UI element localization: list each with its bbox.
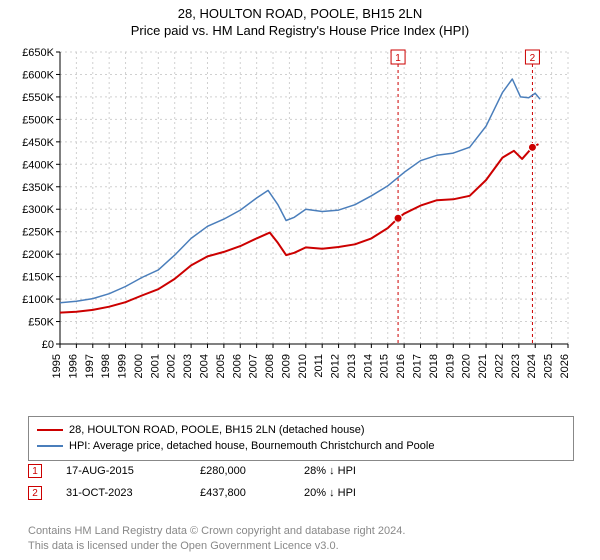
svg-text:2010: 2010 xyxy=(297,354,309,378)
svg-text:£450K: £450K xyxy=(22,137,54,149)
svg-text:1995: 1995 xyxy=(51,354,63,378)
svg-text:2009: 2009 xyxy=(280,354,292,378)
svg-text:£50K: £50K xyxy=(28,317,54,329)
svg-text:2021: 2021 xyxy=(477,354,489,378)
svg-text:2000: 2000 xyxy=(133,354,145,378)
legend-swatch-property xyxy=(37,429,63,431)
marker-price-1: £280,000 xyxy=(200,465,280,477)
marker-date-2: 31-OCT-2023 xyxy=(66,487,176,499)
svg-text:2019: 2019 xyxy=(444,354,456,378)
svg-text:2008: 2008 xyxy=(264,354,276,378)
svg-text:2003: 2003 xyxy=(182,354,194,378)
header: 28, HOULTON ROAD, POOLE, BH15 2LN Price … xyxy=(0,0,600,38)
svg-text:2015: 2015 xyxy=(379,354,391,378)
marker-date-1: 17-AUG-2015 xyxy=(66,465,176,477)
svg-text:£650K: £650K xyxy=(22,47,54,59)
svg-text:2023: 2023 xyxy=(510,354,522,378)
svg-text:2024: 2024 xyxy=(526,354,538,378)
svg-text:£550K: £550K xyxy=(22,92,54,104)
svg-text:2005: 2005 xyxy=(215,354,227,378)
svg-text:2006: 2006 xyxy=(231,354,243,378)
marker-badge-1: 1 xyxy=(28,464,42,478)
svg-text:2018: 2018 xyxy=(428,354,440,378)
marker-data-rows: 1 17-AUG-2015 £280,000 28% ↓ HPI 2 31-OC… xyxy=(28,460,574,504)
svg-text:£350K: £350K xyxy=(22,182,54,194)
marker-price-2: £437,800 xyxy=(200,487,280,499)
marker-badge-2: 2 xyxy=(28,486,42,500)
svg-text:1998: 1998 xyxy=(100,354,112,378)
svg-text:£200K: £200K xyxy=(22,249,54,261)
title-address: 28, HOULTON ROAD, POOLE, BH15 2LN xyxy=(0,6,600,21)
svg-text:1997: 1997 xyxy=(84,354,96,378)
svg-text:2013: 2013 xyxy=(346,354,358,378)
svg-text:£150K: £150K xyxy=(22,272,54,284)
svg-text:2020: 2020 xyxy=(461,354,473,378)
svg-text:1996: 1996 xyxy=(67,354,79,378)
svg-text:2016: 2016 xyxy=(395,354,407,378)
marker-row-2: 2 31-OCT-2023 £437,800 20% ↓ HPI xyxy=(28,482,574,504)
svg-text:£600K: £600K xyxy=(22,69,54,81)
svg-text:£100K: £100K xyxy=(22,294,54,306)
svg-text:£0: £0 xyxy=(42,339,54,351)
svg-text:2001: 2001 xyxy=(149,354,161,378)
svg-text:2011: 2011 xyxy=(313,354,325,378)
svg-text:2017: 2017 xyxy=(412,354,424,378)
svg-text:1: 1 xyxy=(395,53,401,64)
svg-text:2002: 2002 xyxy=(166,354,178,378)
svg-text:2026: 2026 xyxy=(559,354,571,378)
svg-text:2022: 2022 xyxy=(493,354,505,378)
svg-text:£250K: £250K xyxy=(22,227,54,239)
footer-line2: This data is licensed under the Open Gov… xyxy=(28,539,405,554)
legend-swatch-hpi xyxy=(37,445,63,447)
footer: Contains HM Land Registry data © Crown c… xyxy=(28,524,405,554)
legend-item-property: 28, HOULTON ROAD, POOLE, BH15 2LN (detac… xyxy=(37,422,565,438)
svg-text:£500K: £500K xyxy=(22,114,54,126)
chart-svg: £0 £50K £100K £150K £200K £250K £300K £350K £400… xyxy=(8,44,592,404)
title-subtitle: Price paid vs. HM Land Registry's House … xyxy=(0,23,600,38)
svg-text:2025: 2025 xyxy=(543,354,555,378)
legend-item-hpi: HPI: Average price, detached house, Bour… xyxy=(37,438,565,454)
svg-text:2004: 2004 xyxy=(198,354,210,378)
svg-text:1999: 1999 xyxy=(117,354,129,378)
svg-text:2012: 2012 xyxy=(330,354,342,378)
marker-row-1: 1 17-AUG-2015 £280,000 28% ↓ HPI xyxy=(28,460,574,482)
chart-container: 28, HOULTON ROAD, POOLE, BH15 2LN Price … xyxy=(0,0,600,560)
footer-line1: Contains HM Land Registry data © Crown c… xyxy=(28,524,405,539)
svg-text:£400K: £400K xyxy=(22,159,54,171)
legend: 28, HOULTON ROAD, POOLE, BH15 2LN (detac… xyxy=(28,416,574,461)
svg-text:2014: 2014 xyxy=(362,354,374,378)
svg-text:2007: 2007 xyxy=(248,354,260,378)
legend-label-property: 28, HOULTON ROAD, POOLE, BH15 2LN (detac… xyxy=(69,424,365,436)
chart: £0 £50K £100K £150K £200K £250K £300K £350K £400… xyxy=(8,44,592,404)
svg-text:£300K: £300K xyxy=(22,204,54,216)
svg-text:2: 2 xyxy=(530,53,536,64)
legend-label-hpi: HPI: Average price, detached house, Bour… xyxy=(69,440,434,452)
marker-delta-2: 20% ↓ HPI xyxy=(304,487,424,499)
marker-delta-1: 28% ↓ HPI xyxy=(304,465,424,477)
